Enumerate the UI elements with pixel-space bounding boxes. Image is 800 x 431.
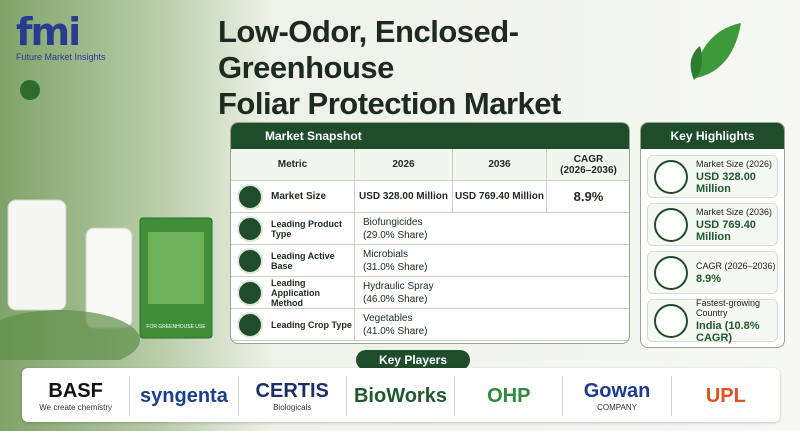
value: Microbials (363, 248, 409, 260)
player-name: OHP (487, 384, 531, 407)
metric-cell: Leading Product Type (231, 213, 355, 245)
jug (7, 199, 67, 311)
bag-panel (148, 232, 204, 304)
metric-cell: Leading Crop Type (231, 309, 355, 341)
label: Fastest-growing Country (696, 297, 761, 318)
share: (29.0% Share) (363, 229, 428, 241)
highlight: CAGR (2026–2036) 8.9% (647, 251, 778, 294)
metric-cell: Market Size (231, 181, 355, 213)
title-line: Low-Odor, Enclosed-Greenhouse (218, 14, 519, 85)
column-header: 2036 (453, 149, 547, 181)
share: (31.0% Share) (363, 261, 428, 273)
metric: Leading Product Type (271, 218, 343, 239)
value-cell: Vegetables (41.0% Share) (355, 309, 629, 341)
foliage (0, 310, 140, 360)
player-name: UPL (705, 384, 746, 407)
icon (654, 159, 688, 194)
label: Market Size (2026) (696, 158, 773, 169)
value-cell: USD 769.40 Million (453, 181, 547, 213)
value-cell: 8.9% (547, 181, 629, 213)
player: BioWorks (347, 376, 456, 416)
icon (237, 279, 263, 306)
label: Market Size (2036) (696, 206, 773, 217)
sprayer (20, 80, 40, 100)
metric: Leading Application Method (271, 277, 320, 308)
value-cell: USD 328.00 Million (355, 181, 453, 213)
value-cell: Biofungicides (29.0% Share) (355, 213, 629, 245)
highlight-text: Market Size (2036) USD 769.40 Million (696, 207, 777, 243)
highlights-panel: Key Highlights Market Size (2026) USD 328… (640, 122, 785, 348)
metric-cell: Leading Active Base (231, 245, 355, 277)
column-header: 2026 (355, 149, 453, 181)
player: BASF We create chemistry (22, 376, 131, 416)
metric: Leading Crop Type (271, 319, 352, 330)
player-name: BioWorks (353, 384, 447, 407)
player-name: Gowan (583, 380, 651, 402)
player-tagline: We create chemistry (39, 403, 113, 412)
label: CAGR (2026–2036) (696, 260, 776, 271)
highlights-title: Key Highlights (641, 123, 784, 149)
player-tagline: Biologicals (273, 403, 312, 412)
player-name: CERTIS (255, 380, 329, 402)
value: 8.9% (696, 272, 722, 285)
title: Low-Odor, Enclosed-Greenhouse Foliar Pro… (218, 14, 688, 122)
player-tagline: COMPANY (597, 403, 637, 412)
value-cell: Microbials (31.0% Share) (355, 245, 629, 277)
value: Hydraulic Spray (363, 280, 434, 292)
icon (237, 247, 263, 274)
player: CERTIS Biologicals (239, 376, 347, 416)
snapshot-title: Market Snapshot (231, 123, 629, 149)
value: India (10.8% CAGR) (696, 319, 760, 344)
metric-cell: Leading Application Method (231, 277, 355, 309)
share: (46.0% Share) (363, 293, 428, 305)
metric: Market Size (271, 191, 327, 202)
icon (654, 255, 688, 290)
player-name: syngenta (140, 384, 228, 407)
share: (41.0% Share) (363, 325, 428, 337)
highlight-text: CAGR (2026–2036) 8.9% (696, 261, 776, 285)
logo-subtitle: Future Market Insights (16, 52, 106, 62)
highlight: Market Size (2026) USD 328.00 Million (647, 155, 778, 198)
product-illustration: FOR GREENHOUSE USE (0, 80, 213, 360)
value: Vegetables (363, 312, 413, 324)
players-bar (22, 368, 780, 422)
icon (237, 183, 263, 210)
highlight-text: Fastest-growing Country India (10.8% CAGR… (696, 298, 777, 344)
player: OHP (455, 376, 564, 416)
metric: Leading Active Base (271, 250, 335, 271)
players-title: Key Players (356, 350, 470, 370)
highlight-text: Market Size (2026) USD 328.00 Million (696, 159, 777, 195)
icon (237, 215, 263, 242)
value: USD 328.00 Million (696, 170, 756, 195)
highlight: Market Size (2036) USD 769.40 Million (647, 203, 778, 246)
player: Gowan COMPANY (563, 376, 672, 416)
leaf-icon (690, 23, 741, 80)
player-name: BASF (48, 380, 103, 402)
player: UPL (672, 376, 780, 416)
column-header: CAGR (2026–2036) (547, 149, 629, 181)
icon (654, 303, 688, 338)
player: syngenta (130, 376, 239, 416)
column-header: Metric (231, 149, 355, 181)
highlight: Fastest-growing Country India (10.8% CAGR… (647, 298, 778, 344)
value: Biofungicides (363, 216, 423, 228)
icon (654, 207, 688, 242)
value: USD 769.40 Million (696, 218, 756, 243)
value-cell: Hydraulic Spray (46.0% Share) (355, 277, 629, 309)
snapshot-panel: Market Snapshot Metric 2026 2036 CAGR (2026… (230, 122, 630, 344)
bag-label: FOR GREENHOUSE USE (146, 324, 206, 330)
title-line: Foliar Protection Market (218, 86, 561, 121)
logo: fmi (16, 10, 81, 54)
icon (237, 311, 263, 338)
